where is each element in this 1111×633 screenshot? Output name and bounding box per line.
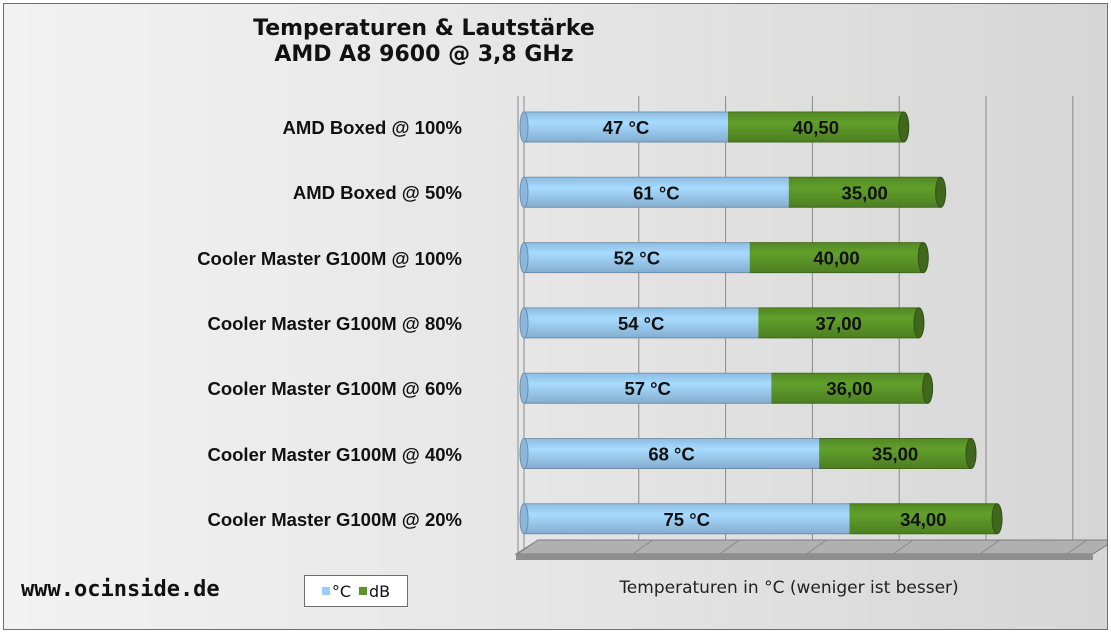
bar-decibel: [849, 503, 998, 534]
bar-cap-left: [519, 242, 529, 274]
data-label-decibel: 40,50: [793, 117, 839, 138]
bar-temperature: [524, 373, 772, 404]
floor-gridline: [806, 539, 827, 555]
bar-cap-right: [913, 307, 925, 339]
chart-title: Temperaturen & Lautstärke AMD A8 9600 @ …: [184, 16, 664, 68]
data-label-temperature: 57 °C: [624, 378, 670, 399]
category-label: Cooler Master G100M @ 60%: [207, 378, 462, 400]
bar-temperature: [524, 112, 728, 142]
bar-temperature: [524, 242, 750, 273]
x-axis-label: Temperaturen in °C (weniger ist besser): [619, 578, 959, 598]
bar-cap-right: [922, 372, 934, 404]
floor-gridline: [979, 539, 1001, 555]
bar-temperature: [524, 177, 789, 208]
chart-frame: Temperaturen & Lautstärke AMD A8 9600 @ …: [3, 3, 1108, 630]
floor-gridline: [632, 539, 654, 555]
floor-gridline: [517, 539, 539, 555]
legend-item-temp: °C: [321, 581, 352, 601]
bar-cap-right: [965, 438, 977, 469]
category-label: Cooler Master G100M @ 20%: [207, 508, 462, 530]
bar-cap-left: [519, 176, 529, 208]
legend-item-db: dB: [359, 582, 390, 601]
category-label: Cooler Master G100M @ 40%: [207, 443, 462, 465]
data-label-decibel: 36,00: [826, 378, 872, 399]
watermark: www.ocinside.de: [21, 577, 220, 602]
data-label-decibel: 35,00: [872, 444, 918, 465]
bar-cap-left: [519, 307, 529, 339]
data-label-temperature: 52 °C: [614, 248, 660, 269]
floor-gridline: [719, 539, 740, 555]
chart-title-line2: AMD A8 9600 @ 3,8 GHz: [274, 42, 574, 67]
data-label-decibel: 40,00: [813, 248, 859, 269]
data-label-decibel: 35,00: [842, 182, 888, 203]
floor-gridline: [1066, 539, 1088, 555]
chart-floor-edge: [516, 554, 1093, 560]
legend-label-temp: °C: [331, 581, 352, 601]
bar-cap-left: [519, 503, 529, 535]
data-label-decibel: 37,00: [816, 313, 862, 334]
category-label: AMD Boxed @ 100%: [282, 117, 462, 138]
data-label-temperature: 61 °C: [633, 182, 679, 203]
bar-decibel: [758, 307, 919, 338]
bar-decibel: [788, 177, 941, 208]
data-label-decibel: 34,00: [900, 509, 946, 530]
legend-label-db: dB: [369, 581, 391, 601]
data-label-temperature: 47 °C: [603, 117, 649, 138]
category-label: Cooler Master G100M @ 80%: [207, 312, 462, 334]
chart-title-line1: Temperaturen & Lautstärke: [253, 16, 595, 41]
bar-cap-right: [935, 176, 947, 208]
floor-gridline: [892, 539, 914, 555]
bar-cap-left: [519, 372, 529, 404]
bar-temperature: [524, 438, 820, 469]
category-label: AMD Boxed @ 50%: [292, 182, 462, 204]
chart-floor: [514, 539, 1107, 555]
bar-decibel: [771, 373, 928, 404]
bar-cap-right: [917, 242, 929, 274]
plot-area: 47 °C 40,50 61 °C 35,00 52 °C 40,00 54 °C 37,00…: [514, 96, 1107, 560]
category-label: Cooler Master G100M @ 100%: [197, 247, 462, 269]
bar-cap-right: [898, 111, 910, 143]
bar-cap-left: [519, 438, 529, 469]
legend-swatch-temp: [321, 587, 330, 595]
bar-cap-right: [991, 503, 1003, 535]
bar-decibel: [727, 112, 904, 142]
data-label-temperature: 54 °C: [618, 313, 664, 334]
bar-temperature: [524, 503, 850, 534]
legend: °C dB: [304, 575, 408, 607]
data-label-temperature: 68 °C: [648, 444, 694, 465]
bar-decibel: [819, 438, 972, 469]
legend-swatch-db: [359, 587, 368, 595]
bar-cap-left: [519, 111, 529, 143]
bar-decibel: [749, 242, 924, 273]
data-label-temperature: 75 °C: [664, 509, 710, 530]
bar-temperature: [524, 307, 759, 338]
